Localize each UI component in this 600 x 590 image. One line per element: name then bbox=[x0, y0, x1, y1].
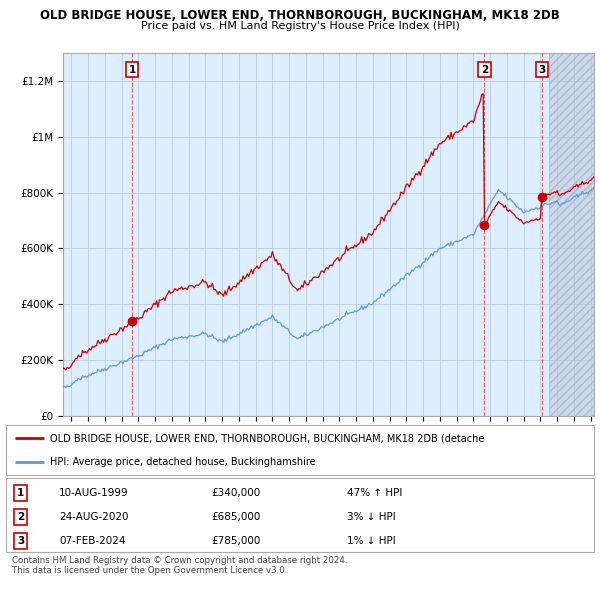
Text: 1: 1 bbox=[17, 488, 25, 497]
Text: Price paid vs. HM Land Registry's House Price Index (HPI): Price paid vs. HM Land Registry's House … bbox=[140, 21, 460, 31]
Text: OLD BRIDGE HOUSE, LOWER END, THORNBOROUGH, BUCKINGHAM, MK18 2DB (detache: OLD BRIDGE HOUSE, LOWER END, THORNBOROUG… bbox=[50, 433, 484, 443]
Text: 10-AUG-1999: 10-AUG-1999 bbox=[59, 488, 128, 497]
Text: Contains HM Land Registry data © Crown copyright and database right 2024.: Contains HM Land Registry data © Crown c… bbox=[12, 556, 347, 565]
Text: 3% ↓ HPI: 3% ↓ HPI bbox=[347, 512, 396, 522]
Bar bbox=[549, 53, 600, 416]
Text: HPI: Average price, detached house, Buckinghamshire: HPI: Average price, detached house, Buck… bbox=[50, 457, 316, 467]
Text: This data is licensed under the Open Government Licence v3.0.: This data is licensed under the Open Gov… bbox=[12, 566, 287, 575]
FancyBboxPatch shape bbox=[6, 478, 594, 552]
FancyBboxPatch shape bbox=[6, 425, 594, 475]
Text: OLD BRIDGE HOUSE, LOWER END, THORNBOROUGH, BUCKINGHAM, MK18 2DB: OLD BRIDGE HOUSE, LOWER END, THORNBOROUG… bbox=[40, 9, 560, 22]
Text: 2: 2 bbox=[481, 65, 488, 75]
Text: 07-FEB-2024: 07-FEB-2024 bbox=[59, 536, 125, 546]
Text: 47% ↑ HPI: 47% ↑ HPI bbox=[347, 488, 403, 497]
Bar bbox=[549, 53, 600, 416]
Text: 2: 2 bbox=[17, 512, 25, 522]
Text: £340,000: £340,000 bbox=[212, 488, 261, 497]
Text: £785,000: £785,000 bbox=[212, 536, 261, 546]
Text: £685,000: £685,000 bbox=[212, 512, 261, 522]
Text: 1% ↓ HPI: 1% ↓ HPI bbox=[347, 536, 396, 546]
Text: 3: 3 bbox=[17, 536, 25, 546]
Text: 24-AUG-2020: 24-AUG-2020 bbox=[59, 512, 128, 522]
Text: 3: 3 bbox=[538, 65, 545, 75]
Text: 1: 1 bbox=[128, 65, 136, 75]
